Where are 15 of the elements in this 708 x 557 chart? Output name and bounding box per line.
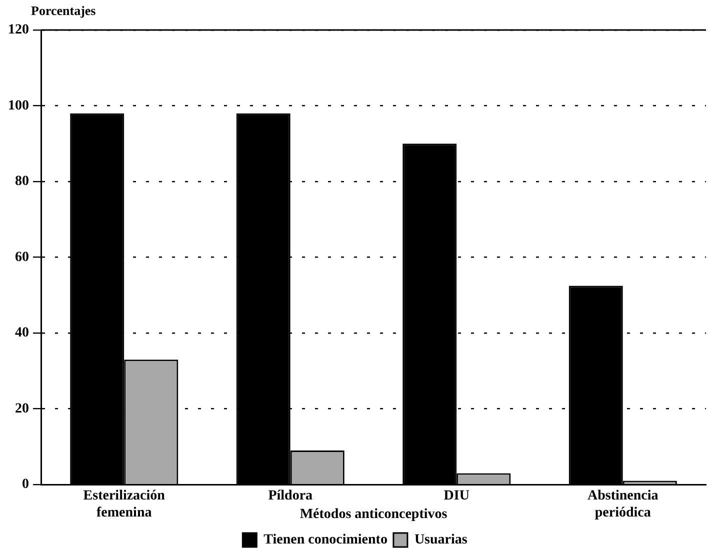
y-tick-label: 60 — [15, 250, 29, 265]
y-tick-label: 120 — [8, 22, 29, 38]
x-axis-title: Métodos anticonceptivos — [300, 507, 448, 522]
x-tick-label: Abstinencia periódica — [587, 488, 658, 520]
legend-label: Tienen conocimiento — [264, 532, 388, 548]
legend-label: Usuarias — [414, 532, 468, 548]
y-tick-label: 80 — [15, 174, 29, 190]
y-tick-label: 20 — [15, 401, 29, 416]
x-tick-label: DIU — [444, 488, 470, 504]
y-axis-title: Porcentajes — [31, 2, 96, 18]
x-tick-label: Píldora — [268, 488, 313, 504]
y-tick-label: 0 — [22, 477, 29, 492]
x-tick-label: Esterilización femenina — [83, 488, 166, 520]
y-tick-label: 100 — [8, 98, 29, 114]
y-tick-label: 40 — [15, 326, 29, 341]
